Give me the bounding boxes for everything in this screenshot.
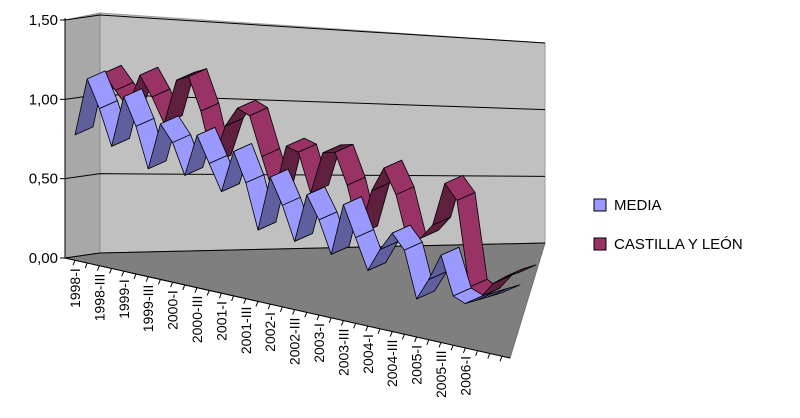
- x-tick-label-15: 2005-III: [433, 350, 449, 397]
- x-tick-mark-16: [267, 303, 271, 310]
- chart-walls: [64, 12, 546, 359]
- x-tick-label-16: 2006-I: [457, 356, 473, 396]
- x-tick-label-0: 1998-I: [67, 268, 83, 308]
- legend: MEDIA CASTILLA Y LEÓN: [593, 197, 743, 253]
- x-tick-label-13: 2004-III: [384, 340, 400, 387]
- x-tick-mark-4: [121, 271, 125, 277]
- x-tick-mark-27: [401, 334, 405, 340]
- x-tick-mark-1: [84, 262, 88, 269]
- x-tick-mark-3: [109, 268, 113, 274]
- series-media: [74, 70, 521, 304]
- x-tick-mark-14: [243, 298, 247, 304]
- x-tick-mark-33: [475, 350, 479, 356]
- segment-0-34: [489, 284, 521, 297]
- x-tick-mark-31: [450, 345, 454, 351]
- x-tick-mark-11: [206, 290, 210, 296]
- x-tick-mark-6: [145, 276, 149, 282]
- segment-1-34: [505, 264, 537, 277]
- x-tick-mark-18: [292, 309, 296, 315]
- x-tick-label-2: 1999-I: [116, 279, 132, 319]
- x-tick-label-6: 2001-I: [213, 301, 229, 341]
- y-tick-label-1: 0,50: [29, 171, 58, 188]
- x-tick-mark-7: [157, 279, 161, 285]
- x-tick-label-9: 2002-III: [287, 318, 303, 365]
- legend-swatch-castilla-y-leon: [593, 237, 607, 251]
- y-tick-label-3: 1,50: [29, 12, 58, 29]
- x-tick-mark-13: [231, 295, 235, 302]
- gridline-3: [64, 14, 546, 44]
- x-tick-mark-15: [255, 301, 259, 307]
- x-tick-mark-29: [426, 339, 430, 345]
- side-wall: [64, 12, 101, 259]
- x-tick-mark-12: [218, 292, 222, 299]
- gridline-0: [64, 242, 546, 259]
- series-ribbons: [74, 64, 537, 304]
- x-tick-label-4: 2000-I: [165, 290, 181, 330]
- x-tick-mark-28: [414, 336, 418, 343]
- legend-label-castilla-y-leon: CASTILLA Y LEÓN: [614, 236, 743, 253]
- y-tick-label-0: 0,00: [29, 250, 58, 267]
- x-tick-label-7: 2001-III: [238, 307, 254, 354]
- x-tick-label-8: 2002-I: [262, 312, 278, 352]
- x-tick-label-11: 2003-III: [335, 329, 351, 376]
- x-tick-mark-5: [133, 273, 137, 280]
- x-tick-label-12: 2004-I: [360, 334, 376, 374]
- legend-swatch-media: [593, 198, 607, 212]
- x-tick-mark-32: [462, 347, 466, 354]
- x-tick-mark-17: [279, 306, 283, 313]
- x-tick-mark-20: [316, 314, 320, 321]
- x-tick-mark-2: [96, 265, 100, 271]
- x-tick-mark-34: [487, 353, 491, 359]
- x-tick-mark-19: [304, 312, 308, 318]
- y-tick-label-2: 1,00: [29, 91, 58, 108]
- x-axis-line: [64, 257, 511, 359]
- x-tick-label-14: 2005-I: [409, 345, 425, 385]
- x-tick-mark-24: [365, 325, 369, 332]
- x-tick-mark-35: [499, 356, 503, 362]
- x-tick-label-10: 2003-I: [311, 323, 327, 363]
- x-tick-mark-25: [377, 328, 381, 334]
- legend-label-media: MEDIA: [614, 197, 662, 214]
- x-tick-mark-26: [389, 331, 393, 337]
- x-tick-mark-21: [328, 317, 332, 324]
- x-tick-mark-22: [340, 320, 344, 326]
- x-tick-label-1: 1998-III: [91, 274, 107, 321]
- x-tick-mark-10: [194, 287, 198, 293]
- x-tick-mark-30: [438, 342, 442, 348]
- axis-labels: 0,00 0,50 1,00 1,50 1998-I 1998-III 1999-I 1999…: [29, 12, 511, 398]
- x-tick-label-3: 1999-III: [140, 285, 156, 332]
- x-tick-mark-8: [170, 281, 174, 288]
- x-tick-label-5: 2000-III: [189, 296, 205, 343]
- x-tick-mark-0: [72, 260, 76, 266]
- x-tick-mark-9: [182, 284, 186, 291]
- x-tick-mark-23: [353, 323, 357, 329]
